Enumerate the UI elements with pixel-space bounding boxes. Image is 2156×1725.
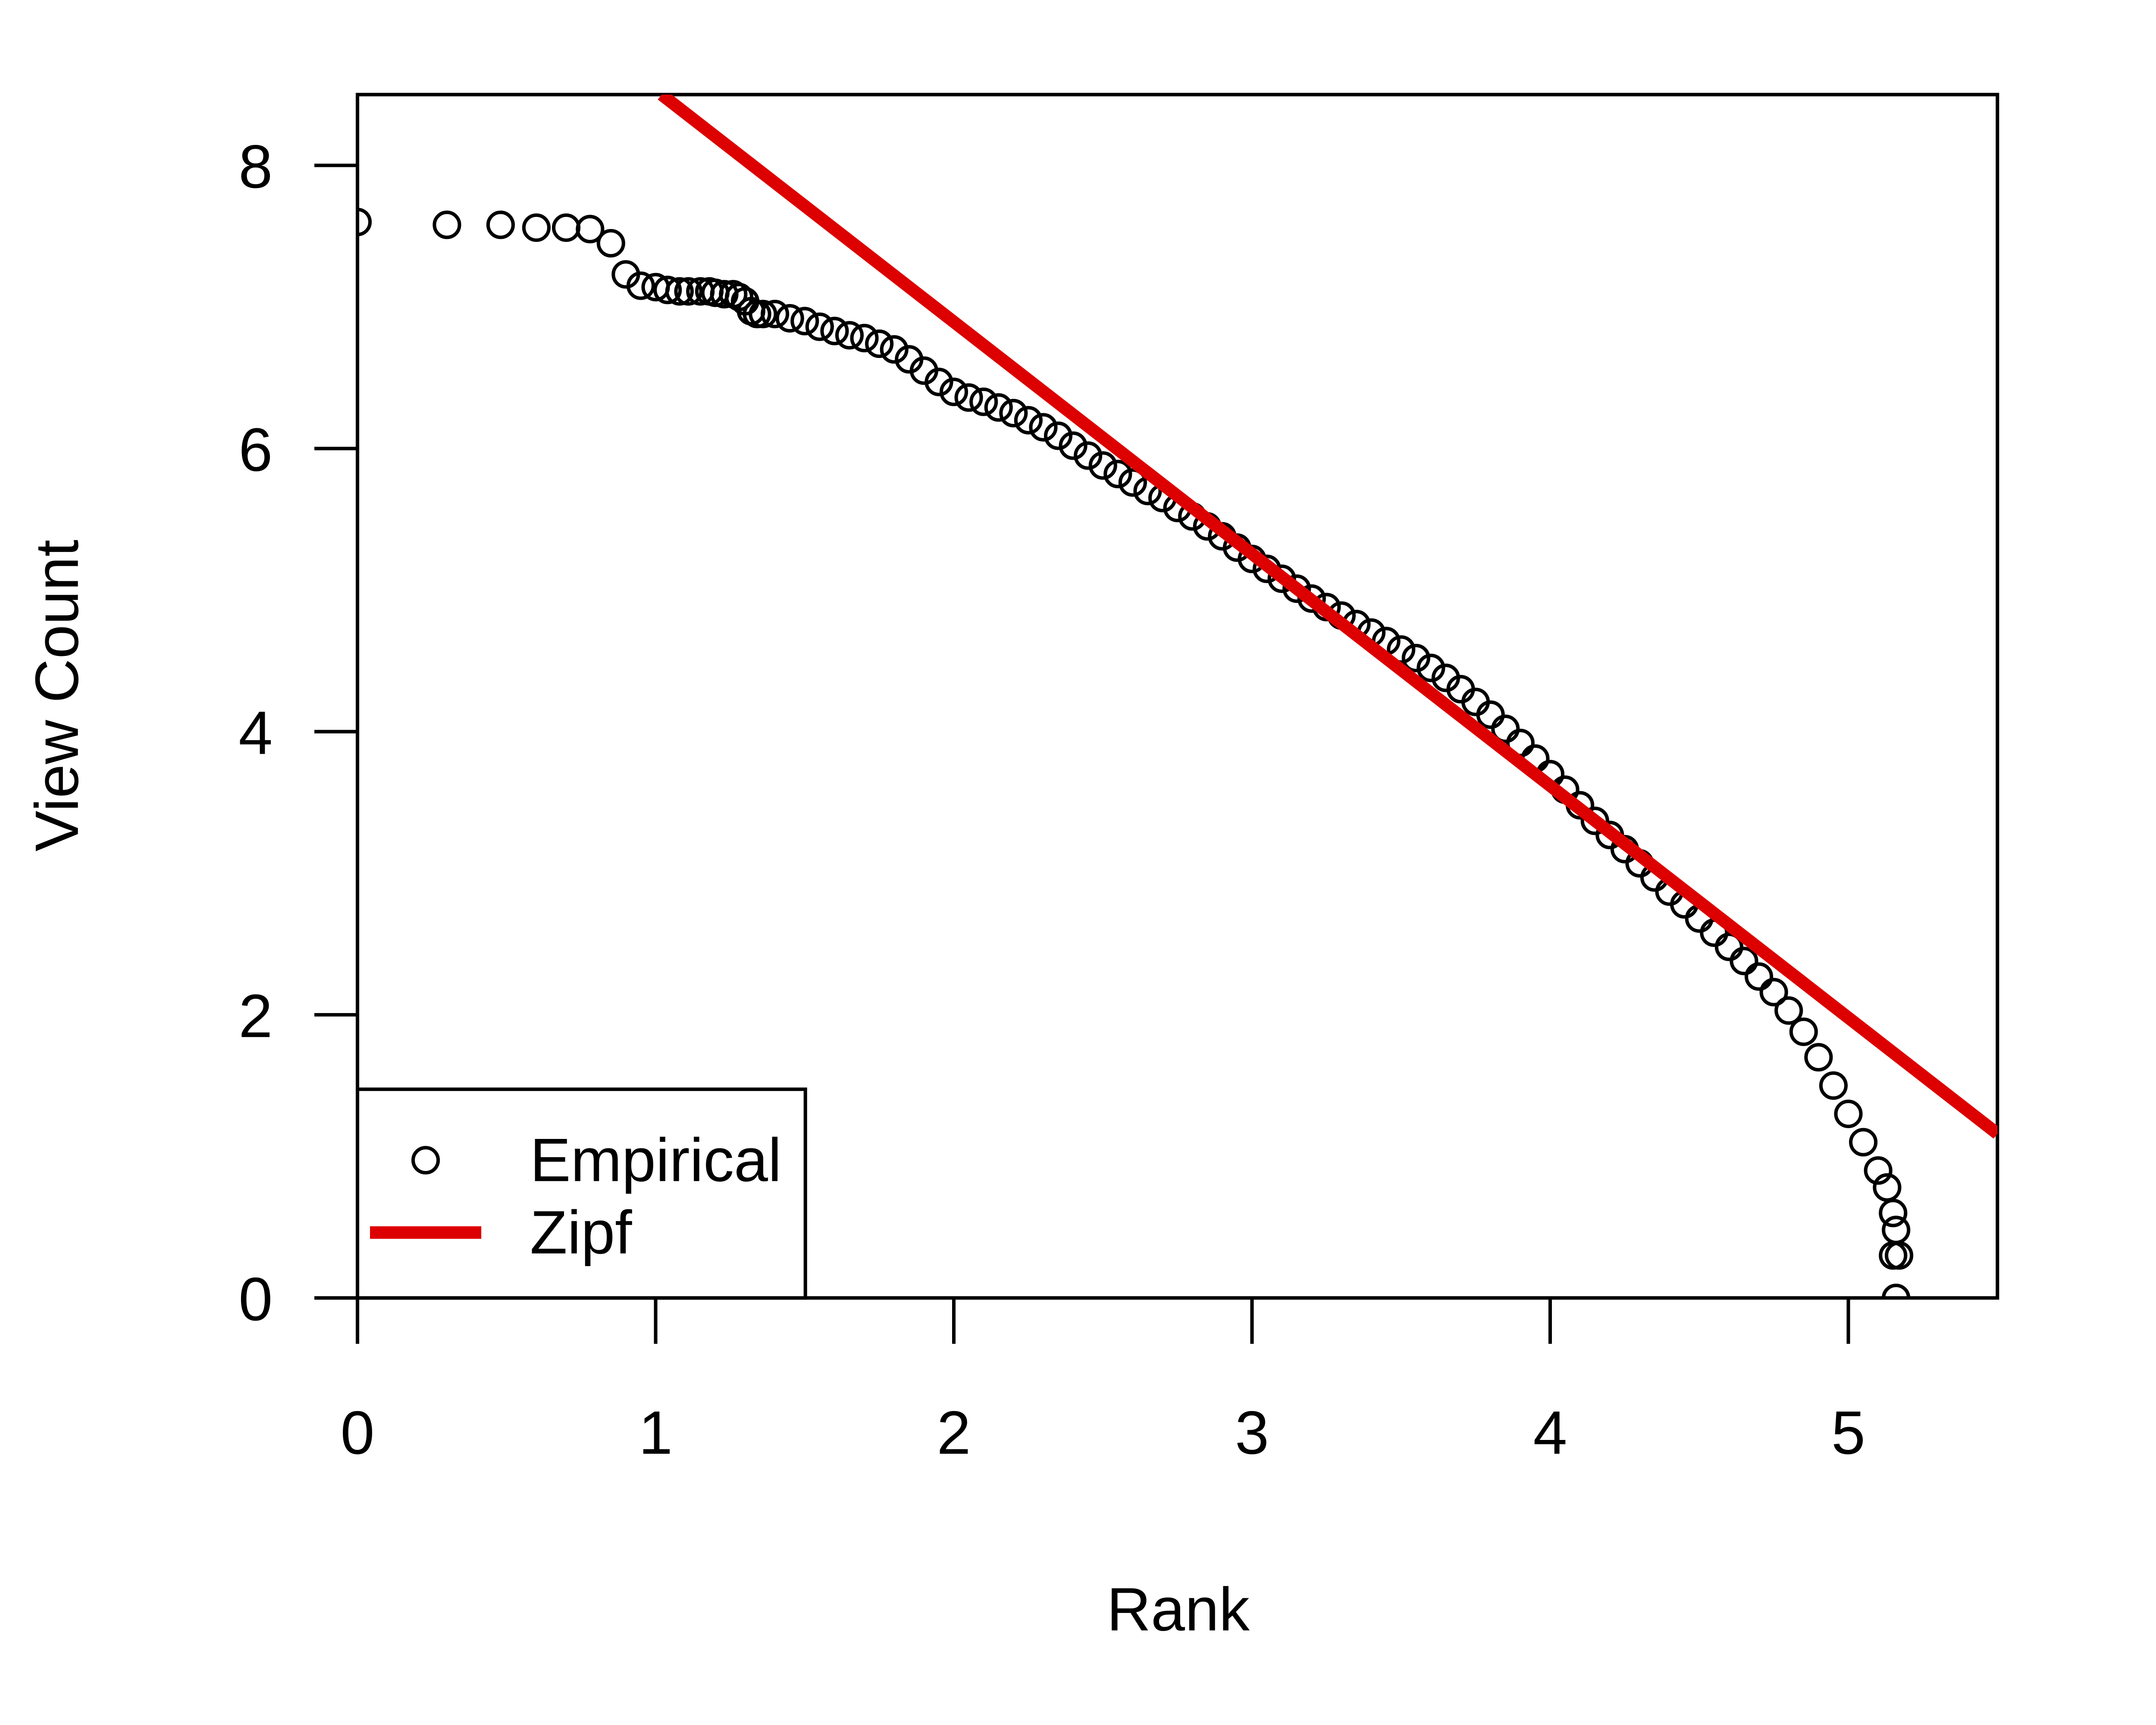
point — [596, 229, 625, 258]
point — [969, 387, 998, 416]
point — [1879, 1198, 1908, 1227]
point — [924, 367, 953, 396]
point — [865, 329, 894, 358]
point — [1744, 962, 1774, 991]
point — [1074, 441, 1103, 470]
point — [357, 207, 372, 236]
point — [1849, 1128, 1878, 1157]
point — [775, 304, 804, 333]
point — [1882, 1216, 1911, 1245]
point — [880, 335, 909, 364]
point — [1864, 1156, 1893, 1185]
legend-box — [355, 1087, 807, 1300]
legend-label: Zipf — [530, 1198, 632, 1267]
zipf-line — [658, 94, 1998, 1139]
point — [665, 277, 694, 306]
point — [761, 300, 790, 329]
plot-frame — [356, 93, 1999, 1300]
point — [1834, 1099, 1863, 1128]
point — [1580, 806, 1609, 835]
y-tick-label: 6 — [238, 416, 273, 484]
point — [999, 398, 1028, 428]
point — [486, 210, 515, 239]
point — [1879, 1241, 1908, 1270]
point — [835, 321, 864, 350]
point — [1416, 653, 1445, 682]
x-tick-label: 2 — [937, 1399, 971, 1467]
y-tick-label: 0 — [238, 1265, 273, 1333]
point — [850, 323, 879, 353]
x-tick-label: 3 — [1235, 1399, 1269, 1467]
point — [749, 300, 777, 329]
point — [1088, 451, 1117, 480]
x-tick-label: 1 — [639, 1399, 673, 1467]
point — [1044, 421, 1073, 450]
point — [939, 377, 968, 406]
point — [653, 276, 682, 304]
point — [522, 213, 551, 242]
point — [1789, 1017, 1818, 1046]
point — [1282, 574, 1311, 603]
point — [626, 271, 655, 300]
point — [1297, 584, 1326, 613]
point — [1885, 1241, 1914, 1270]
y-tick-label: 4 — [238, 699, 273, 767]
point — [552, 213, 581, 242]
point — [1491, 714, 1520, 743]
point — [1882, 1283, 1911, 1298]
legend-label: Empirical — [530, 1126, 782, 1195]
y-tick-label: 8 — [238, 133, 273, 201]
x-axis-label: Rank — [1107, 1576, 1250, 1644]
point — [954, 383, 983, 412]
point — [432, 210, 461, 239]
point — [1873, 1173, 1902, 1202]
point — [1059, 431, 1087, 460]
point — [1118, 468, 1147, 497]
point — [1804, 1043, 1833, 1072]
y-tick-label: 2 — [238, 982, 273, 1051]
point — [576, 215, 605, 244]
point — [790, 307, 819, 336]
point — [1714, 932, 1743, 961]
point — [1014, 406, 1043, 435]
point — [1759, 978, 1788, 1007]
point — [1476, 700, 1505, 729]
point — [820, 317, 849, 345]
point — [1029, 413, 1058, 442]
point — [805, 312, 834, 341]
point — [984, 393, 1013, 422]
point — [1401, 643, 1430, 672]
x-tick-label: 4 — [1533, 1399, 1567, 1467]
point — [1819, 1071, 1848, 1100]
point — [1730, 947, 1758, 975]
legend-symbol — [411, 1146, 440, 1175]
y-axis-label: View Count — [23, 539, 91, 851]
point — [1103, 460, 1132, 489]
plot-area — [357, 94, 1998, 1298]
point — [1267, 564, 1296, 593]
point — [1774, 996, 1803, 1025]
x-tick-label: 0 — [341, 1399, 375, 1467]
x-tick-label: 5 — [1831, 1399, 1865, 1467]
point — [674, 277, 703, 306]
